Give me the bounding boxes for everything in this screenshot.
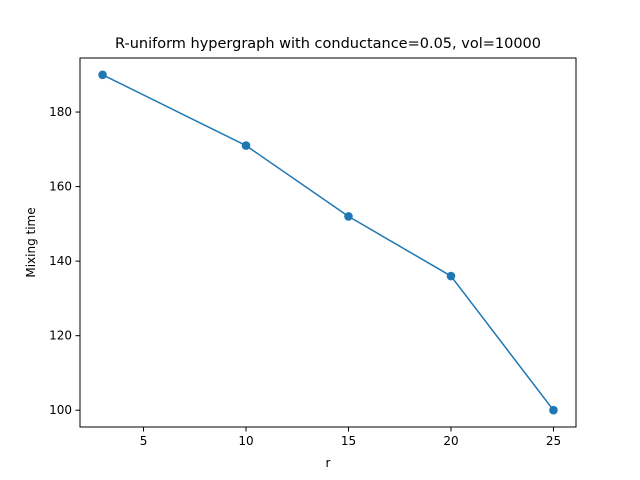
y-tick-label: 100 (49, 403, 72, 417)
x-axis-label: r (326, 456, 331, 470)
x-tick-label: 5 (140, 434, 148, 448)
x-tick-label: 25 (546, 434, 561, 448)
data-point (241, 141, 251, 150)
y-tick-label: 120 (49, 329, 72, 343)
x-tick-label: 10 (238, 434, 253, 448)
y-tick-label: 140 (49, 254, 72, 268)
y-tick-label: 160 (49, 180, 72, 194)
chart-title: R-uniform hypergraph with conductance=0.… (115, 36, 541, 52)
data-point (549, 405, 558, 415)
plot-frame (79, 57, 577, 428)
x-tick-label: 20 (443, 434, 458, 448)
data-point (344, 212, 353, 221)
data-point (446, 271, 456, 281)
y-tick-label: 180 (49, 105, 72, 119)
y-axis-label: Mixing time (24, 207, 38, 277)
data-point (98, 70, 107, 80)
x-tick-label: 15 (341, 434, 356, 448)
plot-area: 5 10 15 20 25 100 120 140 160 180 (49, 70, 561, 448)
